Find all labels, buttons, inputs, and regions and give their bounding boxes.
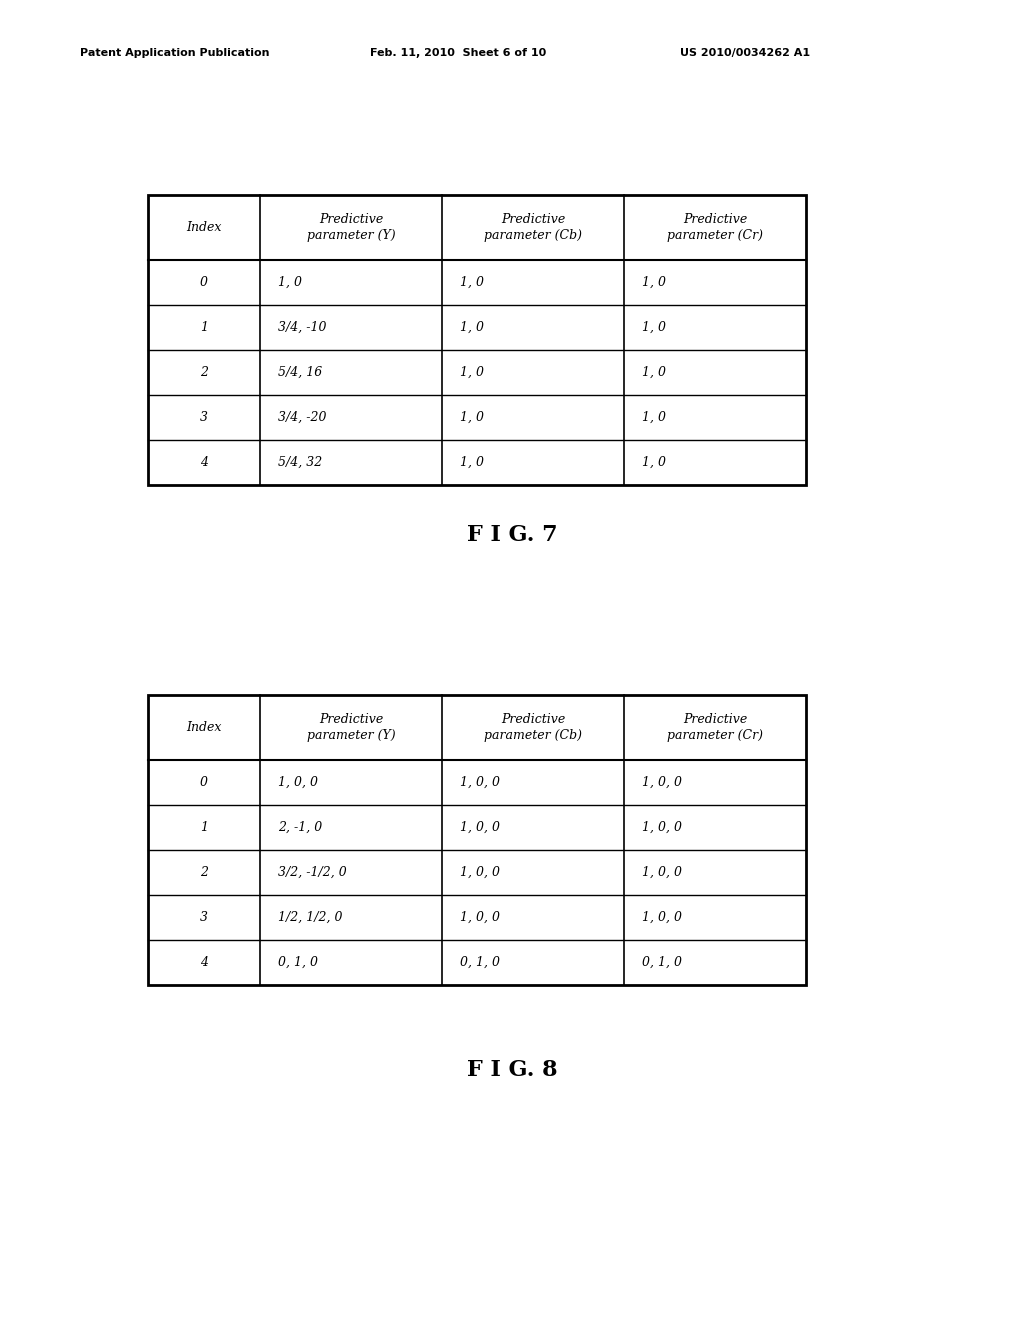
- Text: 1, 0, 0: 1, 0, 0: [278, 776, 318, 789]
- Text: 3: 3: [200, 911, 208, 924]
- Text: 1: 1: [200, 321, 208, 334]
- Text: US 2010/0034262 A1: US 2010/0034262 A1: [680, 48, 810, 58]
- Text: Predictive
parameter (Cr): Predictive parameter (Cr): [667, 213, 763, 242]
- Text: Feb. 11, 2010  Sheet 6 of 10: Feb. 11, 2010 Sheet 6 of 10: [370, 48, 546, 58]
- Text: 0, 1, 0: 0, 1, 0: [642, 956, 682, 969]
- Text: 1, 0, 0: 1, 0, 0: [460, 866, 500, 879]
- Text: Index: Index: [186, 721, 221, 734]
- Text: 1, 0: 1, 0: [460, 455, 484, 469]
- Text: 1, 0: 1, 0: [642, 276, 666, 289]
- Text: 1, 0, 0: 1, 0, 0: [642, 866, 682, 879]
- Text: 1, 0: 1, 0: [642, 455, 666, 469]
- Text: 5/4, 16: 5/4, 16: [278, 366, 323, 379]
- Text: 2: 2: [200, 366, 208, 379]
- Text: 1, 0, 0: 1, 0, 0: [460, 911, 500, 924]
- Text: 1, 0: 1, 0: [642, 366, 666, 379]
- Text: Patent Application Publication: Patent Application Publication: [80, 48, 269, 58]
- Text: 0: 0: [200, 776, 208, 789]
- Text: 1, 0: 1, 0: [642, 321, 666, 334]
- Text: 4: 4: [200, 956, 208, 969]
- Text: 1, 0: 1, 0: [460, 411, 484, 424]
- Text: 4: 4: [200, 455, 208, 469]
- Text: 1, 0, 0: 1, 0, 0: [460, 821, 500, 834]
- Text: 3/4, -10: 3/4, -10: [278, 321, 327, 334]
- Text: 3/2, -1/2, 0: 3/2, -1/2, 0: [278, 866, 347, 879]
- Text: Predictive
parameter (Cr): Predictive parameter (Cr): [667, 713, 763, 742]
- Text: 0, 1, 0: 0, 1, 0: [278, 956, 318, 969]
- Text: 1, 0: 1, 0: [278, 276, 302, 289]
- Text: F I G. 7: F I G. 7: [467, 524, 557, 546]
- Bar: [148, 195, 806, 484]
- Text: Index: Index: [186, 220, 221, 234]
- Text: 1, 0, 0: 1, 0, 0: [460, 776, 500, 789]
- Text: Predictive
parameter (Y): Predictive parameter (Y): [306, 713, 395, 742]
- Text: 5/4, 32: 5/4, 32: [278, 455, 323, 469]
- Text: 1, 0, 0: 1, 0, 0: [642, 776, 682, 789]
- Text: 1, 0: 1, 0: [460, 276, 484, 289]
- Text: 0: 0: [200, 276, 208, 289]
- Text: 1/2, 1/2, 0: 1/2, 1/2, 0: [278, 911, 342, 924]
- Text: 1: 1: [200, 821, 208, 834]
- Text: 1, 0: 1, 0: [460, 366, 484, 379]
- Text: 2, -1, 0: 2, -1, 0: [278, 821, 323, 834]
- Text: Predictive
parameter (Cb): Predictive parameter (Cb): [484, 213, 582, 242]
- Text: 1, 0: 1, 0: [460, 321, 484, 334]
- Text: Predictive
parameter (Cb): Predictive parameter (Cb): [484, 713, 582, 742]
- Text: 3/4, -20: 3/4, -20: [278, 411, 327, 424]
- Bar: [148, 696, 806, 985]
- Text: F I G. 8: F I G. 8: [467, 1059, 557, 1081]
- Text: 1, 0, 0: 1, 0, 0: [642, 821, 682, 834]
- Text: Predictive
parameter (Y): Predictive parameter (Y): [306, 213, 395, 242]
- Text: 0, 1, 0: 0, 1, 0: [460, 956, 500, 969]
- Text: 3: 3: [200, 411, 208, 424]
- Text: 1, 0, 0: 1, 0, 0: [642, 911, 682, 924]
- Text: 1, 0: 1, 0: [642, 411, 666, 424]
- Text: 2: 2: [200, 866, 208, 879]
